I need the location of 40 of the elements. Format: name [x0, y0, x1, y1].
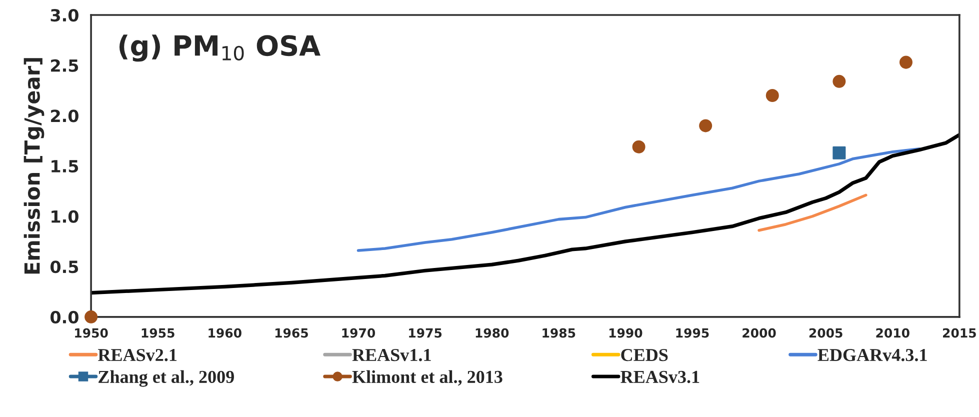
- x-tick-label: 2000: [742, 328, 776, 338]
- point: [632, 140, 646, 154]
- y-tick-label: 3.0: [50, 8, 78, 22]
- x-tick-label: 1970: [342, 328, 376, 338]
- line-series: [91, 132, 960, 295]
- y-tick-label: 0.0: [50, 310, 78, 324]
- legend-label: CEDS: [621, 348, 668, 362]
- x-tick-label: 2005: [809, 328, 842, 338]
- y-tick-label: 2.0: [51, 110, 78, 122]
- legend-label: Klimont et al., 2013: [352, 370, 502, 386]
- x-tick-label: 1965: [275, 328, 308, 338]
- legend-label: REASv2.1: [98, 348, 177, 362]
- point: [699, 119, 712, 132]
- text: (g) PM$_{10}$ OSA: [119, 34, 320, 62]
- point: [84, 310, 98, 324]
- point: [832, 74, 846, 88]
- y-tick-label: 2.5: [51, 59, 78, 72]
- point: [832, 146, 846, 160]
- x-tick-label: 2015: [943, 328, 976, 338]
- legend-label: EDGARv4.3.1: [818, 348, 927, 362]
- line-series: [356, 147, 921, 252]
- x-tick-label: 1995: [676, 328, 709, 338]
- y-tick-label: 1.0: [52, 210, 78, 223]
- legend-label: REASv3.1: [620, 370, 700, 384]
- x-tick-label: 2010: [876, 328, 910, 338]
- x-tick-label: 1980: [476, 328, 509, 338]
- x-tick-label: 1950: [75, 328, 108, 338]
- legend-label: Zhang et al., 2009: [98, 370, 234, 387]
- x-tick-label: 1990: [609, 328, 642, 338]
- legend-label: REASv1.1: [352, 348, 431, 362]
- line-series: [758, 194, 868, 232]
- x-tick-label: 1960: [208, 328, 242, 338]
- point: [766, 89, 779, 102]
- x-tick-label: 1985: [542, 328, 576, 338]
- x-tick-label: 1975: [409, 328, 442, 338]
- point: [899, 56, 912, 69]
- x-tick-label: 1955: [142, 328, 174, 338]
- y-tick-label: 0.5: [50, 260, 78, 274]
- y-tick-label: 1.5: [52, 160, 78, 173]
- y-axis-title: Emission [Tg/year]: [24, 58, 44, 274]
